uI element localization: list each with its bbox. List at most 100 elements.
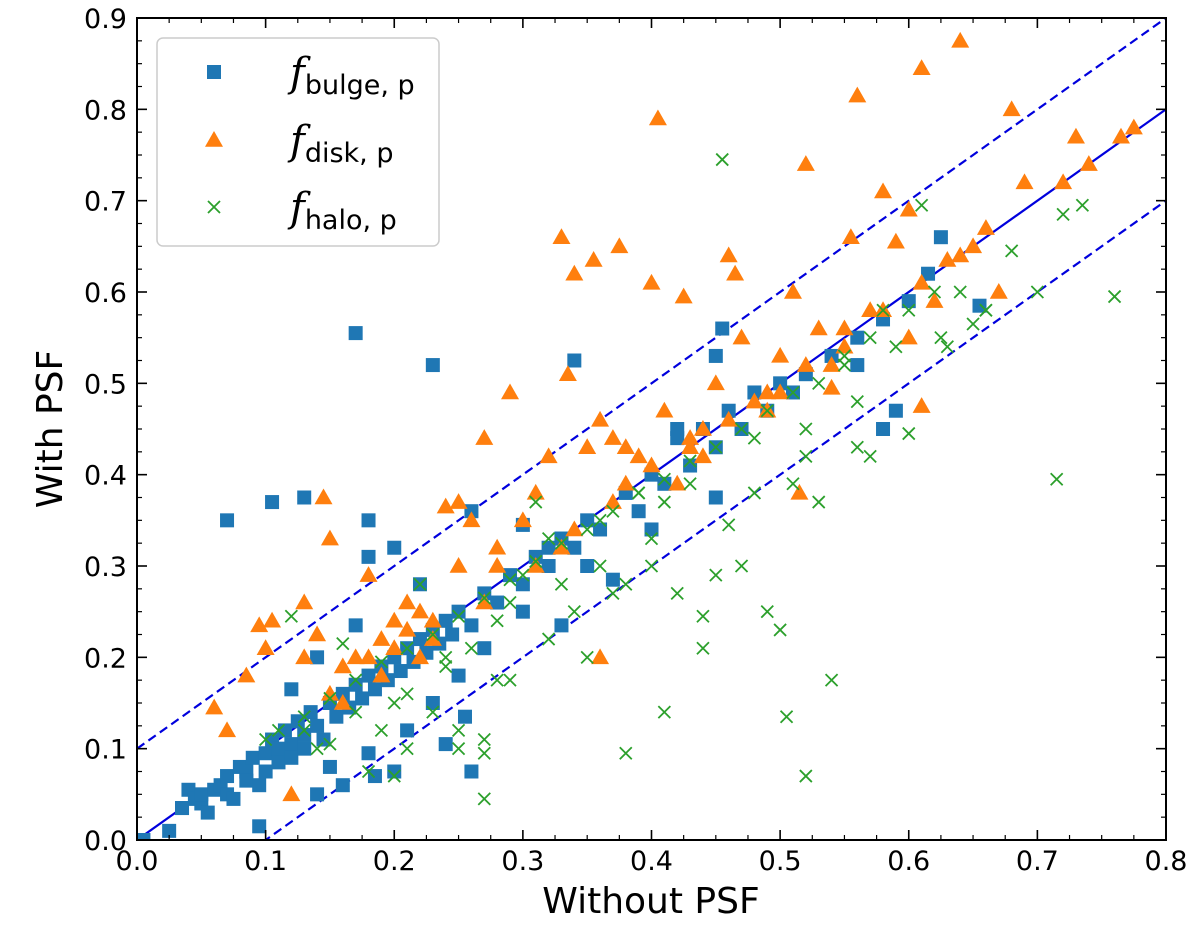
bulge-point [137,833,151,840]
disk-point [282,785,301,802]
halo-point [799,422,813,436]
disk-point [539,447,558,464]
halo-point [644,531,659,546]
legend-frame [156,37,440,247]
disk-point [398,620,417,637]
disk-point [745,392,764,409]
halo-point [284,609,298,623]
disk-point [333,657,352,674]
disk-point [591,410,610,427]
x-axis-label: Without PSF [542,881,759,922]
bulge-point [451,668,466,683]
bulge-point [252,819,267,834]
halo-point [451,609,466,623]
halo-point [477,792,491,806]
disk-point [565,264,584,281]
disk-point [964,237,983,254]
halo-point [657,495,671,509]
disk-point [584,251,603,267]
disk-point [501,383,520,400]
bulge-point [773,376,788,391]
bulge-point [297,490,312,505]
bulge-point [200,805,215,820]
disk-point [372,630,391,646]
bulge-point [708,348,723,363]
halo-point [619,746,633,760]
disk-point [648,109,667,126]
axis-ticks [136,17,1167,841]
halo-point [1056,207,1070,222]
disk-point [899,200,918,217]
bulge-point [438,737,453,752]
disk-point [796,356,815,372]
bulge-point [464,764,479,779]
bulge-point [348,677,363,692]
bulge-point [252,778,267,793]
bulge-point [316,732,331,747]
halo-point [670,586,684,601]
halo-point [490,614,504,628]
halo-point [747,431,762,445]
bulge-point [258,764,273,779]
bulge-point [477,586,492,601]
halo-point [683,477,697,491]
disk-point [410,648,429,665]
halo-point [464,641,479,655]
disk-point [578,438,597,455]
disk-point [874,182,893,199]
halo-point [902,426,916,441]
bulge-point [220,769,235,784]
halo-point [837,358,852,372]
bulge-point [348,326,363,341]
halo-point [799,449,813,464]
bulge-point [367,769,382,784]
disk-point [886,232,905,249]
bulge-point [297,741,312,756]
disk-point [314,488,333,505]
disk-point [475,593,494,610]
bulge-point [683,458,698,473]
disk-point [218,721,237,738]
disk-point [976,219,995,235]
y-tick-label: 0.6 [84,278,127,309]
halo-point [426,705,440,719]
halo-point [580,650,594,664]
bulge-point [490,595,505,610]
bulge-point [515,604,530,619]
bulge-point [355,691,370,706]
halo-point [683,454,697,468]
bulge-point [715,321,730,336]
halo-point [779,710,794,724]
disk-point [899,328,918,345]
bulge-point [631,504,646,519]
halo-point [927,285,942,299]
disk-point [263,611,282,628]
bulge-point [541,540,556,555]
bulge-point [162,823,177,838]
bulge-point [567,540,582,555]
disk-point [938,251,957,267]
halo-point [400,641,414,655]
halo-point [863,449,877,464]
halo-point [323,691,337,706]
halo-point [297,723,311,738]
disk-point [822,356,841,372]
halo-point [374,723,389,738]
bulge-point [335,778,350,793]
bulge-point [824,348,839,363]
halo-point [734,422,749,436]
disk-point [295,648,314,665]
disk-point [642,273,661,290]
bulge-point [850,330,865,345]
halo-point [593,559,607,573]
x-tick-label: 0.3 [501,846,544,877]
disk-point [841,228,860,244]
bulge-point [284,737,299,752]
disk-point [758,383,777,400]
disk-point [449,493,468,509]
halo-point [554,577,569,591]
disk-point [809,319,828,336]
halo-point [1075,198,1090,212]
